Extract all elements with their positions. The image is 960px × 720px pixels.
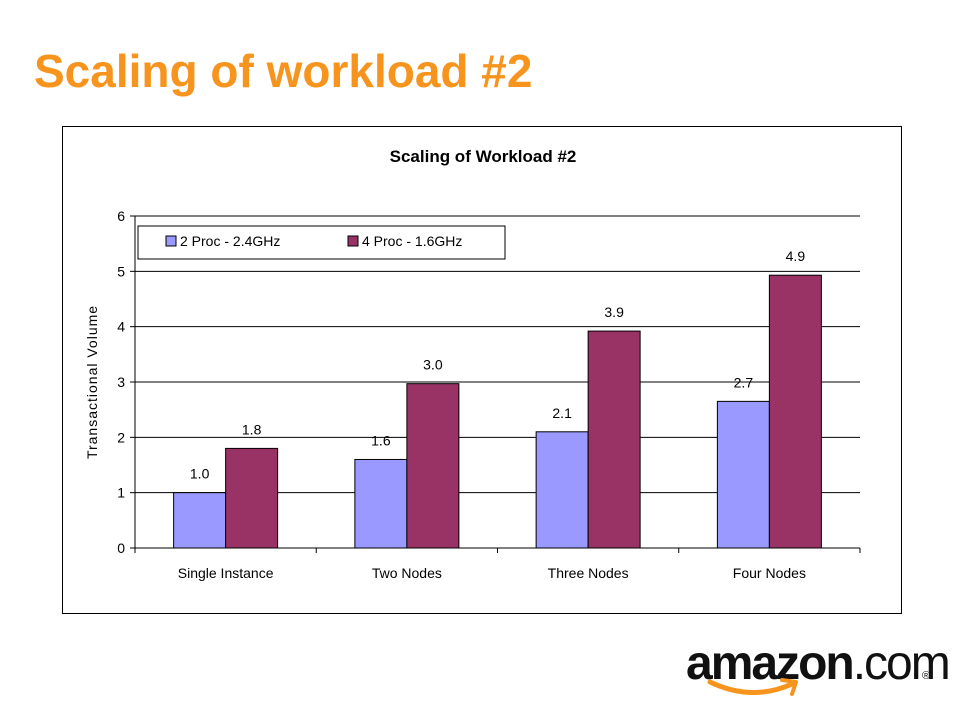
chart-area: Scaling of Workload #2 0 1 2 3 4 5 6 Transaction…	[62, 126, 902, 614]
amazon-smile-arrow-icon	[707, 678, 798, 696]
data-label: 2.1	[552, 405, 572, 421]
x-tick-label: Three Nodes	[548, 565, 629, 581]
logo-word: amazon	[686, 637, 855, 690]
y-tick-label: 0	[117, 540, 125, 556]
legend-label: 2 Proc - 2.4GHz	[180, 233, 280, 249]
logo-registered-mark: ®	[922, 670, 931, 682]
data-label: 3.0	[423, 357, 443, 373]
y-tick-label: 1	[117, 485, 125, 501]
x-tick-label: Four Nodes	[733, 565, 806, 581]
legend-swatch	[347, 235, 359, 247]
y-tick-label: 4	[117, 319, 125, 335]
y-tick-label: 2	[117, 429, 125, 445]
y-tick-label: 6	[117, 208, 125, 224]
amazon-logo: amazon.com ®	[686, 640, 951, 702]
bar	[535, 431, 589, 549]
data-label: 3.9	[604, 304, 624, 320]
legend-box	[137, 225, 506, 260]
data-label: 1.8	[242, 421, 262, 437]
bar	[225, 447, 279, 549]
y-axis-label: Transactional Volume	[84, 305, 100, 459]
logo-wordmark: amazon.com	[686, 637, 951, 690]
bar	[354, 458, 408, 549]
y-tick-label: 3	[117, 374, 125, 390]
data-label: 4.9	[786, 248, 806, 264]
data-label: 1.0	[190, 466, 210, 482]
y-tick-label: 5	[117, 263, 125, 279]
bar-chart: Scaling of Workload #2 0 1 2 3 4 5 6 Transaction…	[84, 147, 861, 581]
bar	[173, 492, 227, 549]
bar	[768, 274, 822, 549]
data-label: 2.7	[734, 374, 754, 390]
bar	[406, 383, 460, 549]
data-label: 1.6	[371, 432, 391, 448]
x-tick-label: Single Instance	[178, 565, 274, 581]
legend-label: 4 Proc - 1.6GHz	[362, 233, 462, 249]
chart-title: Scaling of Workload #2	[390, 147, 577, 166]
slide-title: Scaling of workload #2	[34, 45, 533, 97]
x-tick-label: Two Nodes	[372, 565, 442, 581]
bar	[716, 400, 770, 549]
legend-swatch	[165, 235, 177, 247]
logo-suffix: .com	[852, 637, 951, 690]
bar	[587, 330, 641, 549]
